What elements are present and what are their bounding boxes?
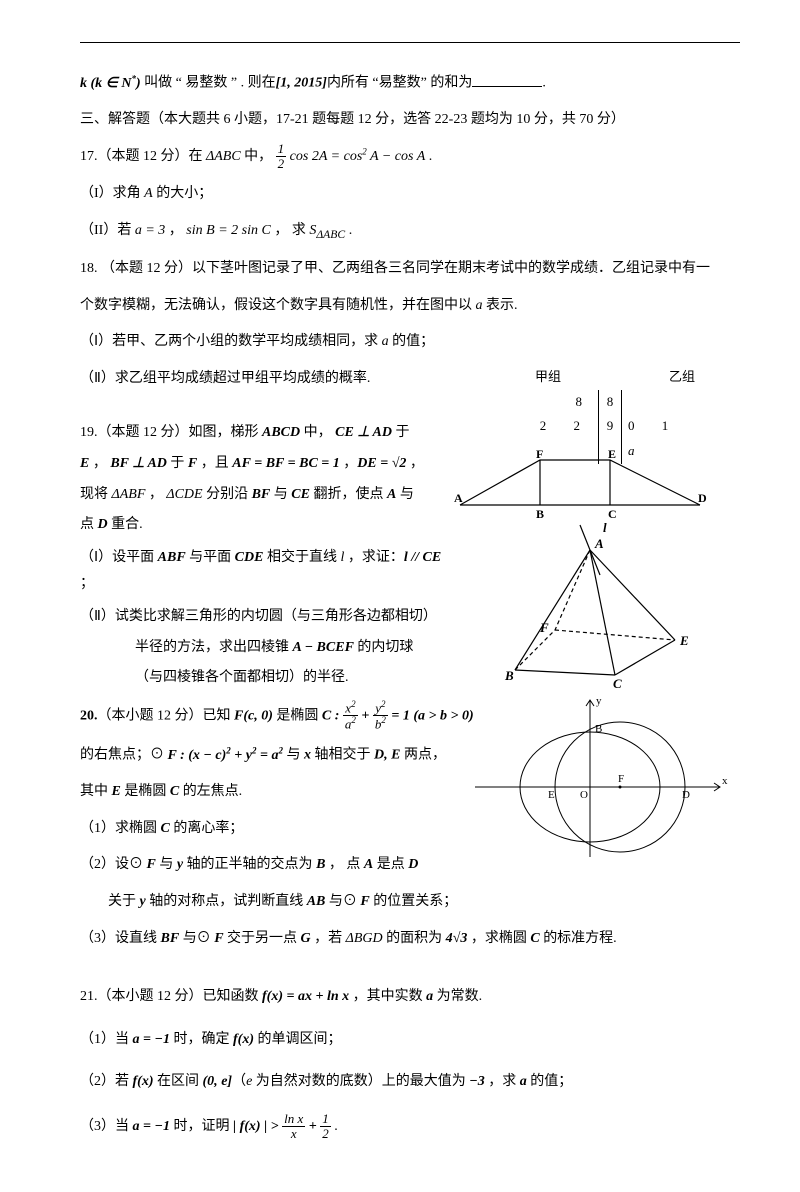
q18-p2: （Ⅱ）求乙组平均成绩超过甲组平均成绩的概率. — [80, 366, 520, 393]
q19-l1: 19.（本题 12 分）如图，梯形 ABCD 中， CE ⊥ AD 于 — [80, 420, 450, 447]
svg-text:E: E — [548, 789, 555, 801]
q19-l2: E ， BF ⊥ AD 于 F ，且 AF = BF = BC = 1 ，DE … — [80, 451, 450, 478]
svg-text:A: A — [454, 491, 463, 505]
q17-p2: （II）若 a = 3 ， sin B = 2 sin C ， 求 SΔABC … — [80, 218, 740, 246]
svg-text:D: D — [698, 491, 707, 505]
svg-text:B: B — [536, 507, 544, 521]
svg-text:D: D — [682, 789, 690, 801]
q17-head: 17.（本题 12 分）在 ΔABC 中， 12 cos 2A = cos2 A… — [80, 142, 740, 172]
svg-text:F: F — [539, 620, 549, 635]
svg-text:y: y — [596, 695, 602, 707]
q19-p2b: 半径的方法，求出四棱锥 A − BCEF 的内切球 — [80, 635, 450, 662]
svg-text:E: E — [608, 450, 616, 461]
q20-p3: （3）设直线 BF 与⊙ F 交于另一点 G ，若 ΔBGD 的面积为 4√3 … — [80, 926, 740, 953]
trapezoid-diagram: A B C D E F — [450, 450, 710, 525]
circles-diagram: x y B D E F O — [470, 692, 730, 862]
q19-l4: 点 D 重合. — [80, 512, 450, 539]
svg-text:F: F — [536, 450, 543, 461]
stem-leaf-plot: 甲组 乙组 8 8 2 2 9 0 1 a — [510, 365, 720, 464]
q18-p1: （Ⅰ）若甲、乙两个小组的数学平均成绩相同，求 a 的值； — [80, 329, 520, 356]
svg-text:F: F — [618, 773, 624, 785]
svg-text:l: l — [603, 520, 607, 535]
svg-text:A: A — [594, 536, 604, 551]
q18-head: 18. （本题 12 分）以下茎叶图记录了甲、乙两组各三名同学在期末考试中的数学… — [80, 256, 740, 283]
svg-text:B: B — [504, 668, 514, 683]
sl-row0-right — [622, 390, 712, 415]
q21-p2: （2）若 f(x) 在区间 (0, e]（e 为自然对数的底数）上的最大值为 −… — [80, 1069, 740, 1096]
svg-text:C: C — [613, 676, 622, 690]
q21-p3: （3）当 a = −1 时，证明 | f(x) | > ln xx + 12 . — [80, 1112, 740, 1142]
q19-l3: 现将 ΔABF ， ΔCDE 分别沿 BF 与 CE 翻折，使点 A 与 — [80, 482, 450, 509]
q21-head: 21.（本小题 12 分）已知函数 f(x) = ax + ln x ，其中实数… — [80, 984, 740, 1011]
sl-row0-stem: 8 — [598, 390, 622, 415]
svg-text:O: O — [580, 789, 588, 801]
q20-head: 20.（本小题 12 分）已知 F(c, 0) 是椭圆 C : x2a2 + y… — [80, 700, 500, 732]
stemleaf-label-left: 甲组 — [535, 365, 561, 390]
q20-p2a: （2）设⊙ F 与 y 轴的正半轴的交点为 B ， 点 A 是点 D — [80, 852, 500, 879]
q20-p2b: 关于 y 轴的对称点，试判断直线 AB 与⊙ F 的位置关系； — [80, 889, 740, 916]
q20-p1: （1）求椭圆 C 的离心率； — [80, 816, 500, 843]
stemleaf-label-right: 乙组 — [669, 365, 695, 390]
q19-p2c: （与四棱锥各个面都相切）的半径. — [80, 665, 450, 692]
q19-p1: （Ⅰ）设平面 ABF 与平面 CDE 相交于直线 l ，求证：l // CE ； — [80, 545, 450, 598]
q17-p1: （I）求角 A 的大小； — [80, 181, 740, 208]
q21-p1: （1）当 a = −1 时，确定 f(x) 的单调区间； — [80, 1027, 740, 1054]
pyramid-diagram: A B C E F l — [495, 520, 705, 690]
svg-text:x: x — [722, 775, 728, 787]
q20-l2: 的右焦点；⊙ F : (x − c)2 + y2 = a2 与 x 轴相交于 D… — [80, 742, 500, 769]
intro-line: k (k ∈ N*) 叫做 “ 易整数 ” . 则在[1, 2015]内所有 “… — [80, 70, 740, 97]
svg-text:E: E — [679, 633, 689, 648]
q18-cont: 个数字模糊，无法确认，假设这个数字具有随机性，并在图中以 a 表示. — [80, 293, 740, 320]
svg-text:B: B — [595, 723, 602, 735]
q20-l3: 其中 E 是椭圆 C 的左焦点. — [80, 779, 500, 806]
sl-row0-left: 8 — [518, 390, 598, 415]
q19-p2a: （Ⅱ）试类比求解三角形的内切圆（与三角形各边都相切） — [80, 604, 450, 631]
section-3-title: 三、解答题（本大题共 6 小题，17-21 题每题 12 分，选答 22-23 … — [80, 107, 740, 134]
svg-text:C: C — [608, 507, 617, 521]
